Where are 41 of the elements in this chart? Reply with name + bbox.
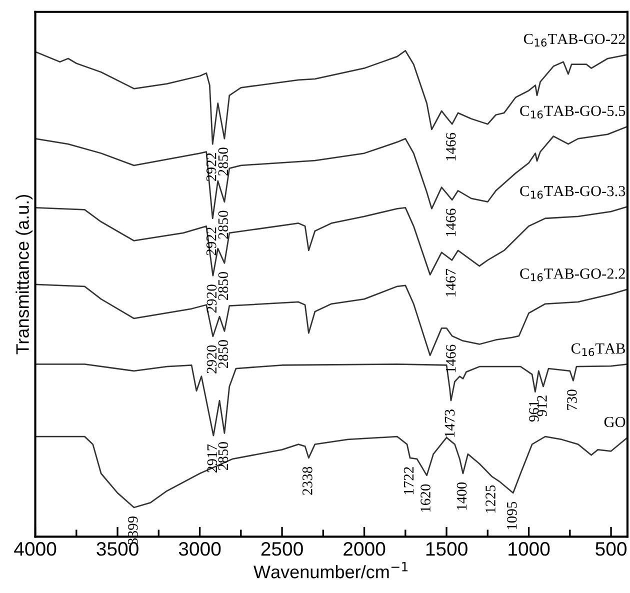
- series-label: GO: [604, 416, 626, 428]
- annotation: 2920: [206, 284, 217, 313]
- x-axis-title: Wavenumber/cm$^{−1}$: [254, 562, 408, 578]
- x-tick-label: 4000: [14, 542, 56, 556]
- annotation: 1466: [446, 208, 456, 236]
- series-label: C$_{16}$TAB: [571, 343, 626, 356]
- annotation: 1225: [486, 485, 496, 513]
- series-label: C$_{16}$TAB-GO-2.2: [520, 268, 625, 282]
- annotation: 2917: [207, 444, 218, 472]
- annotation: 3399: [128, 516, 138, 544]
- annotation: 2922: [206, 228, 216, 256]
- annotation: 1467: [446, 268, 456, 296]
- x-tick-label: 2500: [261, 542, 303, 556]
- annotation: 2850: [218, 148, 228, 176]
- y-axis-title: Transmittance (a.u.): [16, 194, 32, 354]
- annotation: 1473: [444, 410, 455, 437]
- x-tick-label: 1000: [508, 542, 550, 556]
- x-tick-label: 2000: [344, 542, 386, 556]
- series-label: C$_{16}$TAB-GO-5.5: [520, 106, 626, 119]
- annotation: 2850: [218, 272, 228, 300]
- annotation: 730: [567, 390, 577, 410]
- x-tick-label: 1500: [426, 542, 468, 556]
- annotation: 1620: [420, 484, 430, 512]
- annotation: 1466: [446, 132, 456, 160]
- annotation: 1095: [506, 502, 517, 530]
- annotation: 2850: [218, 340, 228, 368]
- annotation: 1400: [456, 482, 467, 510]
- annotation: 2850: [218, 442, 228, 470]
- annotation: 2922: [206, 153, 216, 181]
- annotation: 912: [537, 396, 547, 416]
- series-label: C$_{16}$TAB-GO-22: [524, 34, 625, 47]
- x-tick-label: 3500: [96, 542, 138, 556]
- x-tick-label: 3000: [178, 542, 221, 556]
- series-label: C$_{16}$TAB-GO-3.3: [520, 186, 626, 199]
- annotation: 2920: [206, 345, 217, 374]
- annotation: 1722: [404, 467, 414, 494]
- annotation: 2338: [302, 466, 312, 495]
- annotation: 961: [529, 401, 539, 422]
- x-tick-label: 500: [596, 542, 626, 556]
- annotation: 2850: [218, 210, 228, 239]
- annotation: 1466: [446, 344, 456, 372]
